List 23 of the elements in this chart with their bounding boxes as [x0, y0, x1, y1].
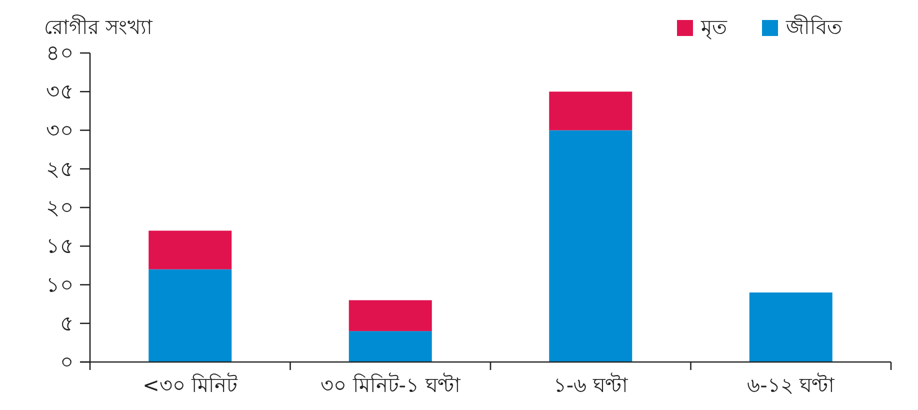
y-tick-label: ২৫	[46, 156, 74, 181]
y-tick-label: ১০	[46, 272, 74, 297]
legend-label: মৃত	[700, 15, 728, 39]
bar	[148, 230, 232, 270]
x-tick-label: ১-৬ ঘণ্টা	[553, 373, 629, 397]
y-tick-label: ০	[60, 350, 74, 374]
x-tick-label: <৩০ মিনিট	[142, 373, 239, 397]
y-tick-label: ১৫	[46, 234, 74, 258]
y-tick-label: ৩০	[46, 118, 74, 142]
y-tick-label: ২০	[46, 196, 74, 220]
bar	[549, 130, 632, 362]
y-axis-title: রোগীর সংখ্যা	[44, 15, 154, 39]
x-tick-label: ৬-১২ ঘণ্টা	[747, 373, 836, 397]
y-tick-label: ৪০	[46, 41, 74, 65]
bar	[348, 300, 432, 332]
legend-label: জীবিত	[785, 15, 843, 39]
bar	[749, 292, 832, 362]
x-tick-label: ৩০ মিনিট-১ ঘণ্টা	[320, 373, 462, 397]
bar	[148, 269, 232, 362]
y-tick-label: ৫	[60, 311, 74, 336]
y-tick-label: ৩৫	[46, 80, 74, 104]
bar	[348, 331, 432, 362]
bar	[549, 92, 632, 130]
